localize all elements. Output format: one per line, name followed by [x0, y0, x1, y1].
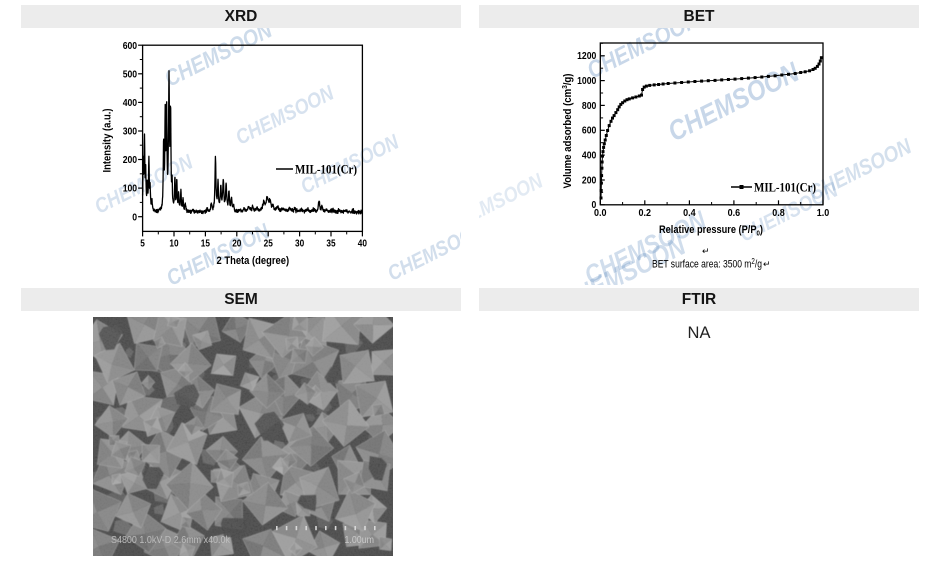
- svg-text:25: 25: [264, 238, 274, 249]
- svg-text:MIL-101(Cr): MIL-101(Cr): [295, 163, 357, 177]
- svg-text:1.00um: 1.00um: [345, 534, 375, 546]
- svg-text:5: 5: [140, 238, 145, 249]
- svg-text:Volume adsorbed (cm3/g): Volume adsorbed (cm3/g): [560, 73, 574, 188]
- svg-text:2 Theta (degree): 2 Theta (degree): [217, 255, 290, 267]
- svg-text:0.4: 0.4: [683, 208, 696, 219]
- svg-text:↵: ↵: [702, 246, 710, 256]
- svg-text:300: 300: [123, 127, 138, 138]
- svg-text:0.6: 0.6: [728, 208, 741, 219]
- svg-text:20: 20: [232, 238, 242, 249]
- svg-text:MIL-101(Cr): MIL-101(Cr): [754, 181, 816, 195]
- svg-text:1000: 1000: [577, 76, 597, 87]
- svg-text:0: 0: [592, 200, 597, 211]
- svg-text:10: 10: [169, 238, 179, 249]
- svg-text:400: 400: [582, 151, 597, 162]
- svg-text:Intensity (a.u.): Intensity (a.u.): [102, 108, 114, 172]
- svg-text:15: 15: [201, 238, 211, 249]
- svg-text:200: 200: [582, 175, 597, 186]
- svg-text:400: 400: [123, 98, 138, 109]
- svg-text:S4800 1.0kV-D 2.6mm x40.0k: S4800 1.0kV-D 2.6mm x40.0k: [111, 534, 231, 546]
- svg-text:Relative pressure (P/P0): Relative pressure (P/P0): [659, 224, 763, 237]
- svg-text:1200: 1200: [577, 51, 597, 62]
- svg-text:100: 100: [123, 184, 138, 195]
- svg-text:BET surface area: 3500 m2/g: BET surface area: 3500 m2/g: [652, 257, 762, 271]
- svg-text:↵: ↵: [763, 259, 771, 269]
- svg-text:800: 800: [582, 101, 597, 112]
- svg-text:40: 40: [358, 238, 368, 249]
- svg-text:35: 35: [326, 238, 336, 249]
- svg-text:600: 600: [123, 41, 138, 52]
- svg-text:500: 500: [123, 69, 138, 80]
- svg-text:0.2: 0.2: [639, 208, 652, 219]
- svg-text:600: 600: [582, 126, 597, 137]
- svg-text:200: 200: [123, 155, 138, 166]
- svg-text:0: 0: [132, 212, 137, 223]
- svg-text:0.0: 0.0: [594, 208, 607, 219]
- svg-text:30: 30: [295, 238, 305, 249]
- svg-text:1.0: 1.0: [817, 208, 830, 219]
- svg-text:0.8: 0.8: [772, 208, 785, 219]
